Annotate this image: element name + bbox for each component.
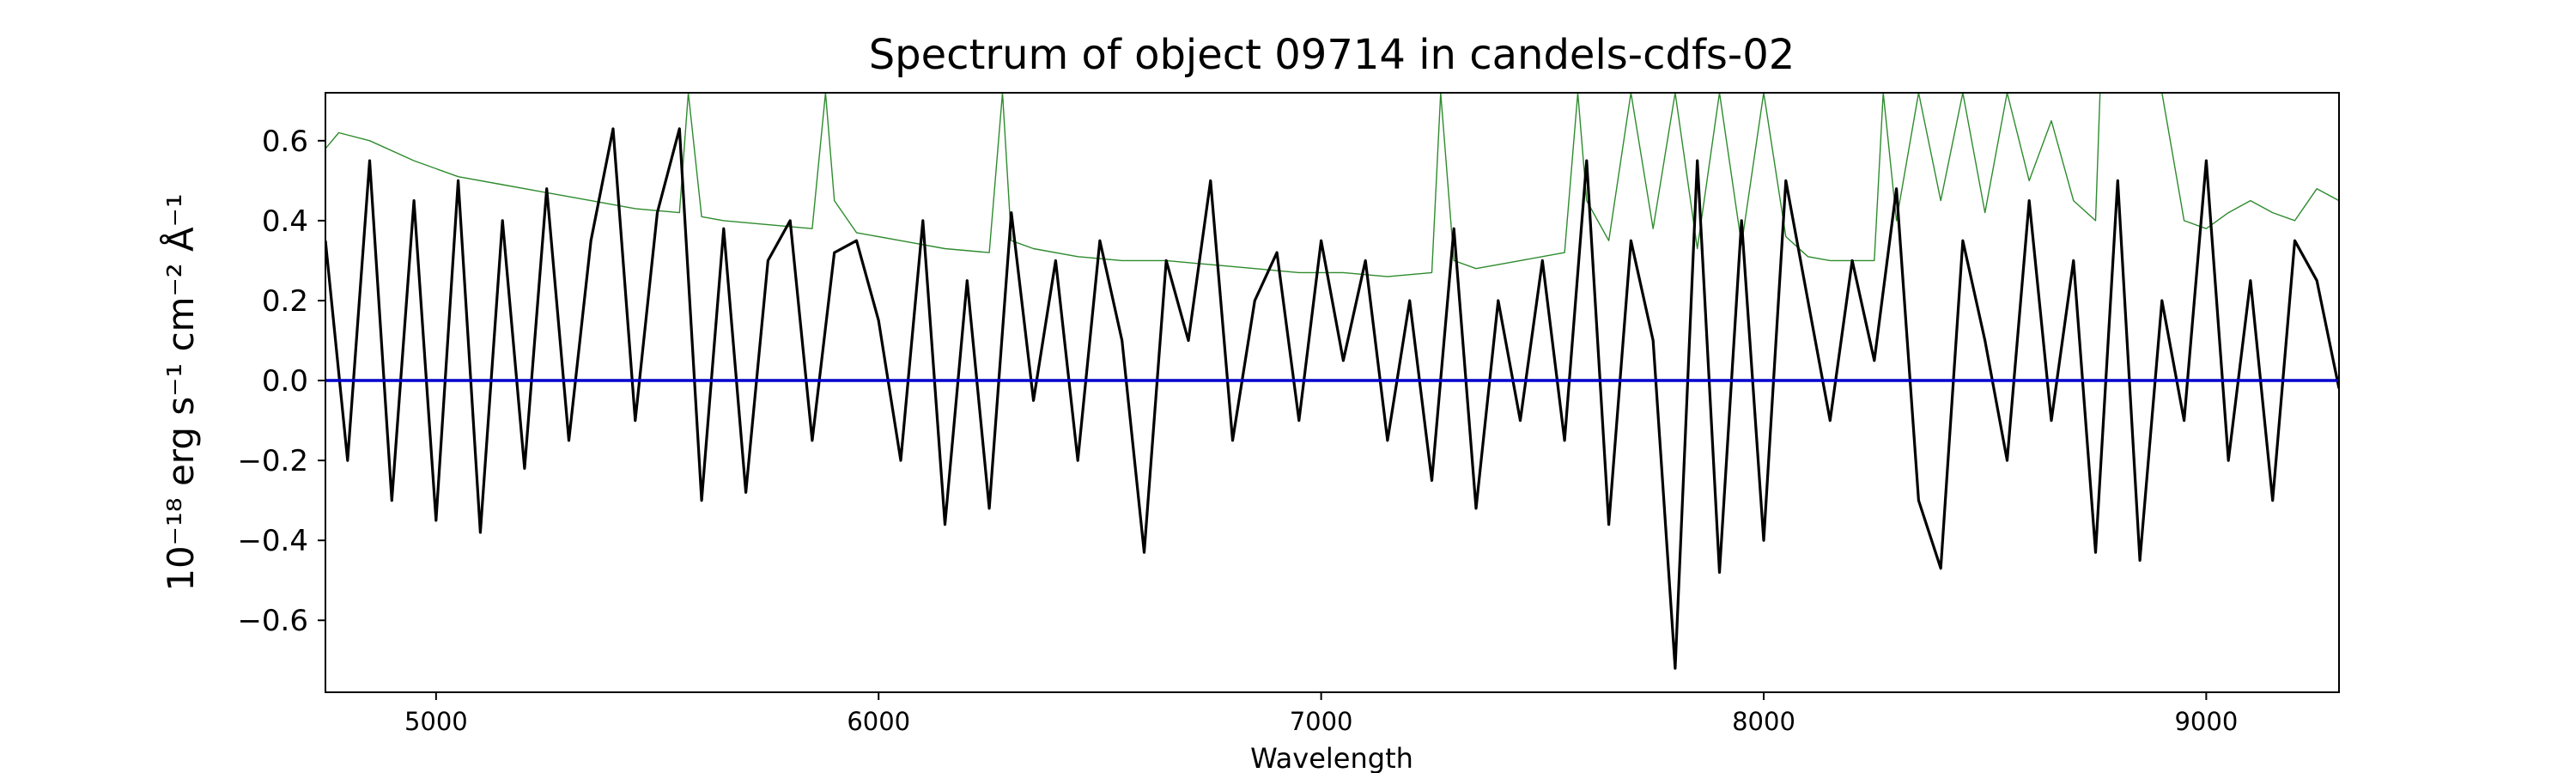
chart-title: Spectrum of object 09714 in candels-cdfs… bbox=[869, 31, 1795, 79]
y-tick-label: 0.4 bbox=[262, 204, 308, 239]
plot-area bbox=[325, 93, 2339, 670]
x-tick-label: 9000 bbox=[2174, 707, 2238, 736]
x-axis: 5000 6000 7000 8000 9000 bbox=[404, 692, 2238, 736]
x-tick-label: 5000 bbox=[404, 707, 468, 736]
y-tick-label: −0.6 bbox=[237, 604, 308, 638]
x-axis-label: Wavelength bbox=[1250, 742, 1413, 773]
flux-series-line bbox=[325, 127, 2339, 670]
y-tick-label: 0.0 bbox=[262, 364, 308, 399]
x-tick-label: 8000 bbox=[1732, 707, 1795, 736]
y-tick-label: 0.2 bbox=[262, 284, 308, 319]
y-axis: −0.6 −0.4 −0.2 0.0 0.2 0.4 0.6 bbox=[237, 125, 325, 638]
error-series-line bbox=[325, 93, 2339, 277]
axes-frame bbox=[325, 92, 2340, 693]
x-tick-label: 7000 bbox=[1290, 707, 1353, 736]
series-layer bbox=[325, 93, 2339, 670]
y-tick-label: −0.4 bbox=[237, 524, 308, 558]
y-tick-label: −0.2 bbox=[237, 444, 308, 478]
x-tick-label: 6000 bbox=[847, 707, 910, 736]
y-axis-label: 10⁻¹⁸ erg s⁻¹ cm⁻² Å⁻¹ bbox=[159, 193, 202, 591]
y-tick-label: 0.6 bbox=[262, 125, 308, 159]
